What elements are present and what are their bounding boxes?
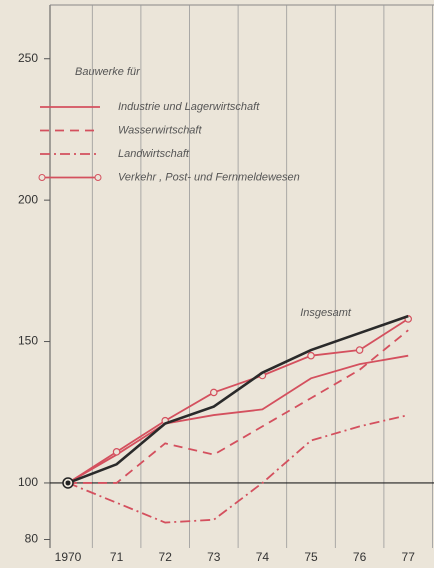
point [210, 388, 218, 397]
legend-label: Industrie und Lagerwirtschaft [118, 101, 260, 113]
origin-dot [65, 480, 71, 486]
x-tick-label: 1970 [55, 550, 82, 564]
series-label: Insgesamt [300, 307, 352, 319]
x-tick-label: 71 [110, 550, 124, 564]
y-tick-label: 100 [18, 475, 38, 489]
point [355, 346, 364, 354]
legend-marker [38, 174, 46, 181]
x-tick-label: 76 [353, 550, 367, 564]
point [112, 448, 121, 456]
point [307, 351, 315, 360]
legend-title: Bauwerke für [75, 66, 141, 78]
legend-label: Landwirtschaft [118, 148, 190, 160]
series-line [67, 414, 409, 524]
x-tick-label: 74 [256, 550, 270, 564]
legend-label: Verkehr , Post- und Fernmeldewesen [118, 171, 300, 183]
y-tick-label: 150 [18, 334, 38, 348]
x-tick-label: 73 [207, 550, 221, 564]
y-tick-label: 250 [18, 51, 38, 65]
x-tick-label: 75 [304, 550, 318, 564]
y-tick-label: 80 [25, 532, 39, 546]
series-line [67, 314, 409, 485]
x-tick-label: 72 [159, 550, 173, 564]
series-line [68, 329, 409, 484]
y-tick-label: 200 [18, 192, 38, 206]
legend-label: Wasserwirtschaft [118, 124, 202, 136]
x-tick-label: 77 [402, 550, 416, 564]
series-line [67, 354, 409, 484]
series-line [67, 318, 409, 484]
legend-marker [94, 174, 102, 181]
